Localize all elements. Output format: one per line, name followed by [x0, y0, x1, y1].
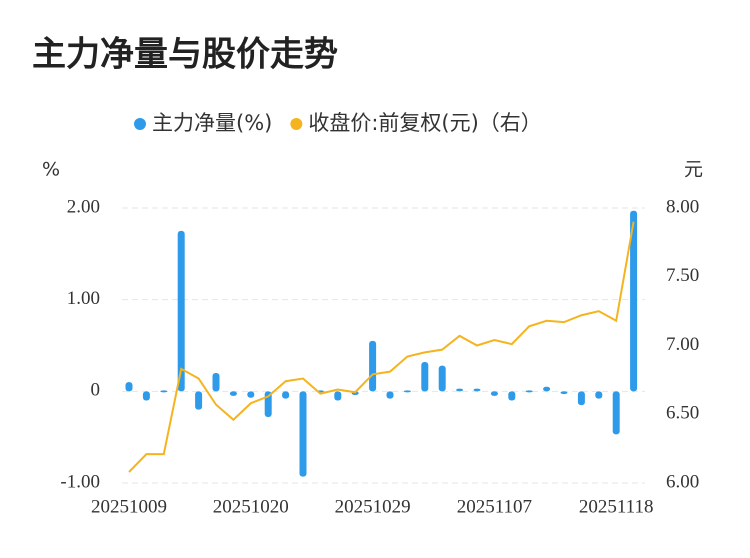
x-tick-label: 20251020	[213, 496, 289, 517]
bar	[247, 391, 255, 398]
chart-title: 主力净量与股价走势	[32, 35, 338, 75]
y2-unit: 元	[684, 159, 703, 181]
bar	[125, 382, 133, 392]
bar	[456, 388, 464, 392]
y2-tick-label: 7.50	[666, 265, 699, 286]
y-tick-label: 2.00	[67, 196, 100, 217]
y2-tick-label: 6.00	[666, 471, 699, 492]
x-tick-label: 20251107	[457, 496, 532, 517]
bar	[612, 391, 620, 435]
bar	[438, 365, 446, 392]
legend-marker	[290, 118, 303, 130]
bar	[386, 391, 394, 399]
x-tick-label: 20251009	[91, 496, 167, 517]
y-tick-label: -1.00	[60, 471, 100, 492]
bar	[630, 210, 638, 392]
bar	[421, 362, 429, 392]
bar	[543, 386, 551, 392]
bar	[473, 388, 481, 392]
bar	[403, 390, 411, 393]
bar	[299, 391, 307, 477]
bar	[282, 391, 290, 399]
bar	[212, 373, 220, 392]
bar	[369, 340, 377, 392]
legend-marker	[134, 118, 146, 130]
x-tick-label: 20251029	[335, 496, 411, 517]
bar	[595, 391, 603, 399]
y2-tick-label: 7.00	[666, 334, 699, 355]
bar	[229, 391, 237, 396]
y-tick-label: 1.00	[67, 288, 100, 309]
bar	[160, 390, 168, 393]
y-unit: %	[42, 159, 60, 181]
legend-label: 主力净量(%)	[152, 111, 272, 135]
bar	[490, 391, 498, 396]
x-tick-label: 20251118	[579, 496, 654, 517]
bar	[525, 390, 533, 393]
y2-tick-label: 6.50	[666, 403, 699, 424]
bar	[577, 391, 585, 406]
bar	[142, 391, 150, 401]
bar	[560, 391, 568, 395]
legend-label: 收盘价:前复权(元)（右）	[308, 111, 541, 135]
bar	[508, 391, 516, 401]
y-tick-label: 0	[91, 380, 101, 401]
line	[128, 221, 635, 473]
y2-tick-label: 8.00	[666, 196, 699, 217]
bar	[177, 230, 185, 392]
bar	[195, 391, 203, 410]
bar	[334, 391, 342, 401]
